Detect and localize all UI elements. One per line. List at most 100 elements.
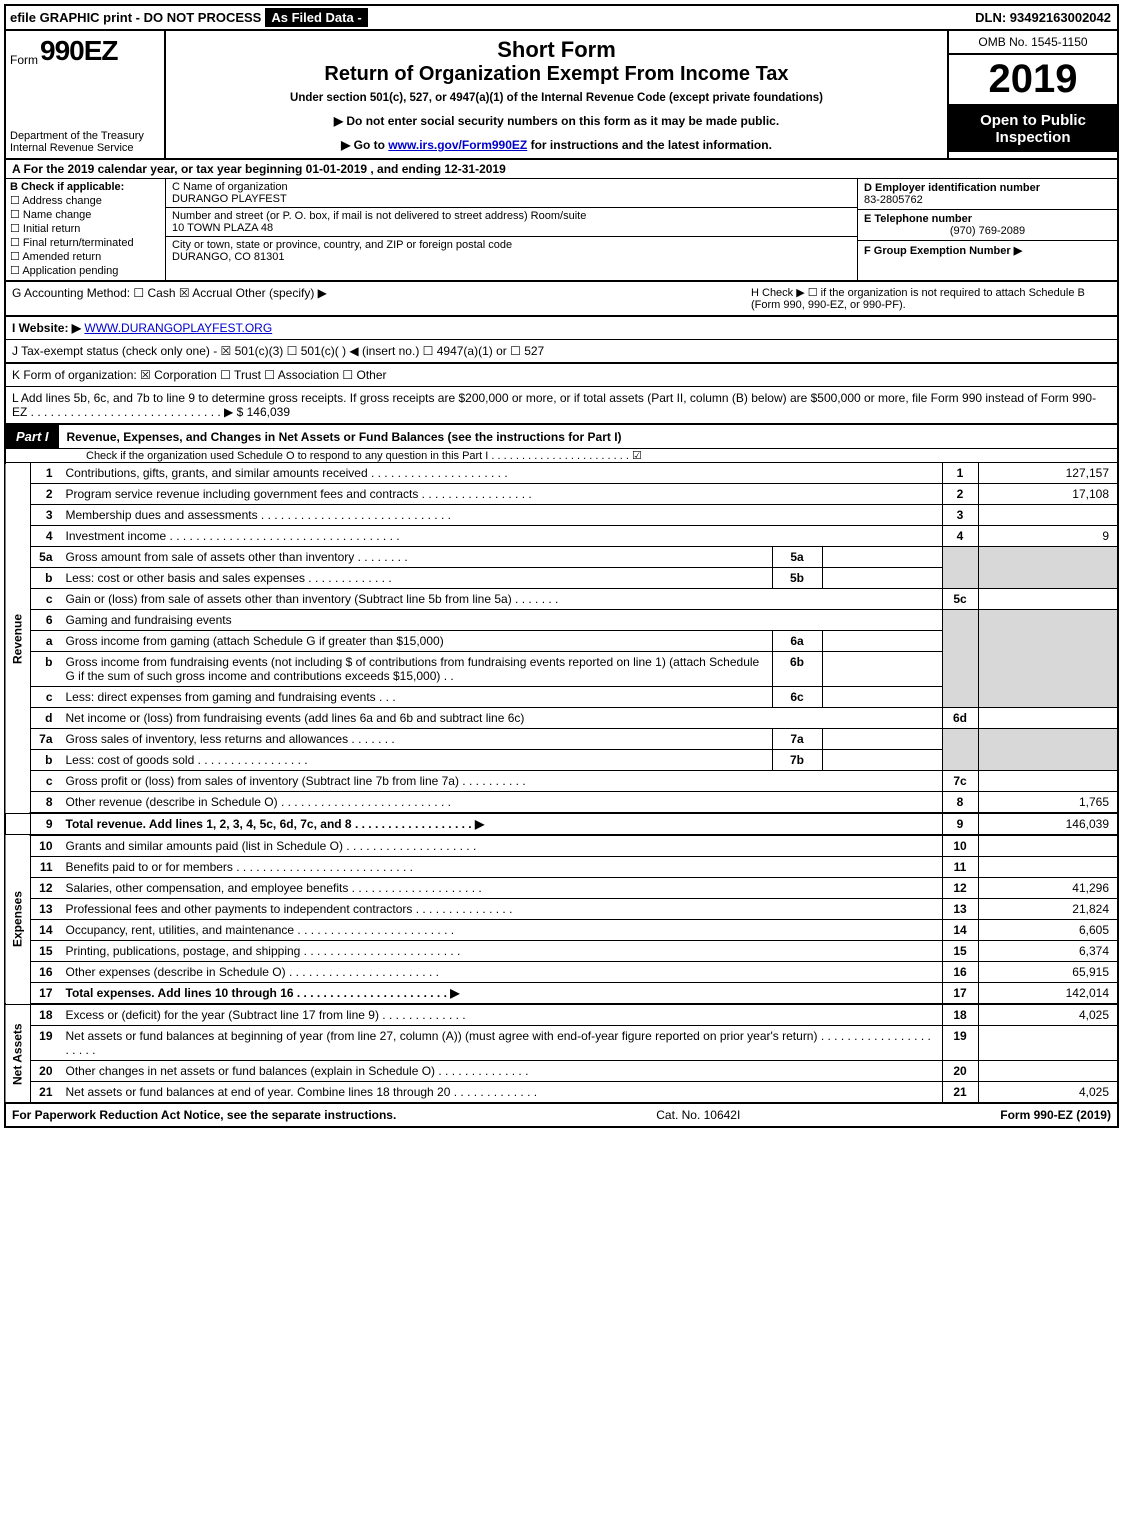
goto-post: for instructions and the latest informat… (527, 138, 772, 152)
box-19: 19 (942, 1026, 978, 1061)
dln: DLN: 93492163002042 (969, 8, 1117, 27)
section-b-c-d: B Check if applicable: ☐ Address change … (4, 179, 1119, 282)
street-label: Number and street (or P. O. box, if mail… (172, 210, 851, 222)
footer-left: For Paperwork Reduction Act Notice, see … (12, 1108, 396, 1122)
ival-6a (822, 631, 942, 652)
ln-8: 8 (31, 792, 61, 814)
line-l: L Add lines 5b, 6c, and 7b to line 9 to … (4, 387, 1119, 425)
c-label: C Name of organization (172, 181, 851, 193)
cb-address: ☐ Address change (10, 194, 161, 207)
ln-2: 2 (31, 484, 61, 505)
val-5c (978, 589, 1118, 610)
footer-mid: Cat. No. 10642I (656, 1108, 740, 1122)
city: DURANGO, CO 81301 (172, 251, 851, 263)
ival-6b (822, 652, 942, 687)
val-9: 146,039 (978, 813, 1118, 835)
box-3: 3 (942, 505, 978, 526)
ln-18: 18 (31, 1004, 61, 1026)
box-16: 16 (942, 962, 978, 983)
cb-final: ☐ Final return/terminated (10, 236, 161, 249)
irs-link[interactable]: www.irs.gov/Form990EZ (388, 138, 527, 152)
part1-header: Part I Revenue, Expenses, and Changes in… (4, 425, 1119, 449)
desc-18: Excess or (deficit) for the year (Subtra… (61, 1004, 943, 1026)
desc-6: Gaming and fundraising events (61, 610, 943, 631)
ln-21: 21 (31, 1082, 61, 1104)
street: 10 TOWN PLAZA 48 (172, 222, 851, 234)
box-13: 13 (942, 899, 978, 920)
part1-sub: Check if the organization used Schedule … (4, 449, 1119, 463)
d-block: D Employer identification number 83-2805… (858, 179, 1117, 210)
cb-initial: ☐ Initial return (10, 222, 161, 235)
ival-6c (822, 687, 942, 708)
desc-12: Salaries, other compensation, and employ… (61, 878, 943, 899)
ln-11: 11 (31, 857, 61, 878)
desc-19: Net assets or fund balances at beginning… (61, 1026, 943, 1061)
side-expenses: Expenses (5, 835, 31, 1004)
return-title: Return of Organization Exempt From Incom… (172, 63, 941, 86)
ln-17: 17 (31, 983, 61, 1005)
box-12: 12 (942, 878, 978, 899)
b-title: B Check if applicable: (10, 181, 161, 193)
val-21: 4,025 (978, 1082, 1118, 1104)
desc-16: Other expenses (describe in Schedule O) … (61, 962, 943, 983)
val-7c (978, 771, 1118, 792)
ln-13: 13 (31, 899, 61, 920)
ln-6b: b (31, 652, 61, 687)
box-20: 20 (942, 1061, 978, 1082)
ln-16: 16 (31, 962, 61, 983)
desc-3: Membership dues and assessments . . . . … (61, 505, 943, 526)
ln-10: 10 (31, 835, 61, 857)
box-21: 21 (942, 1082, 978, 1104)
box-2: 2 (942, 484, 978, 505)
tax-year: 2019 (949, 55, 1117, 106)
city-label: City or town, state or province, country… (172, 239, 851, 251)
efile-text: efile GRAPHIC print - DO NOT PROCESS (10, 10, 261, 25)
ibox-6a: 6a (772, 631, 822, 652)
i-label: I Website: ▶ (12, 321, 81, 335)
ln-1: 1 (31, 463, 61, 484)
desc-13: Professional fees and other payments to … (61, 899, 943, 920)
line-i: I Website: ▶ WWW.DURANGOPLAYFEST.ORG (4, 317, 1119, 340)
desc-5a: Gross amount from sale of assets other t… (61, 547, 773, 568)
department: Department of the Treasury Internal Reve… (10, 130, 160, 154)
short-form: Short Form (172, 37, 941, 63)
desc-15: Printing, publications, postage, and shi… (61, 941, 943, 962)
phone-value: (970) 769-2089 (864, 225, 1111, 237)
website-link[interactable]: WWW.DURANGOPLAYFEST.ORG (84, 321, 272, 335)
f-label: F Group Exemption Number ▶ (864, 245, 1022, 257)
footer-right: Form 990-EZ (2019) (1000, 1108, 1111, 1122)
top-bar: efile GRAPHIC print - DO NOT PROCESS As … (4, 4, 1119, 31)
ibox-6b: 6b (772, 652, 822, 687)
desc-6c: Less: direct expenses from gaming and fu… (61, 687, 773, 708)
val-6d (978, 708, 1118, 729)
open-inspection: Open to Public Inspection (949, 106, 1117, 152)
box-8: 8 (942, 792, 978, 814)
line-a: A For the 2019 calendar year, or tax yea… (4, 160, 1119, 179)
city-block: City or town, state or province, country… (166, 237, 857, 265)
box-18: 18 (942, 1004, 978, 1026)
ival-7b (822, 750, 942, 771)
val-10 (978, 835, 1118, 857)
section-d-e-f: D Employer identification number 83-2805… (857, 179, 1117, 280)
f-block: F Group Exemption Number ▶ (858, 241, 1117, 260)
line-g-h: G Accounting Method: ☐ Cash ☒ Accrual Ot… (4, 282, 1119, 317)
ln-7a: 7a (31, 729, 61, 750)
desc-17: Total expenses. Add lines 10 through 16 … (61, 983, 943, 1005)
under-section: Under section 501(c), 527, or 4947(a)(1)… (172, 92, 941, 104)
grey-7 (942, 729, 978, 771)
form-990ez: 990EZ (40, 35, 118, 67)
ssn-warning: ▶ Do not enter social security numbers o… (172, 114, 941, 128)
header-right: OMB No. 1545-1150 2019 Open to Public In… (947, 31, 1117, 158)
cb-initial-label: Initial return (23, 223, 80, 235)
desc-6b: Gross income from fundraising events (no… (61, 652, 773, 687)
side-rev-end (5, 813, 31, 835)
val-4: 9 (978, 526, 1118, 547)
desc-14: Occupancy, rent, utilities, and maintena… (61, 920, 943, 941)
side-netassets: Net Assets (5, 1004, 31, 1103)
street-block: Number and street (or P. O. box, if mail… (166, 208, 857, 237)
g-accounting: G Accounting Method: ☐ Cash ☒ Accrual Ot… (12, 286, 327, 311)
ibox-6c: 6c (772, 687, 822, 708)
desc-1: Contributions, gifts, grants, and simila… (61, 463, 943, 484)
desc-5b: Less: cost or other basis and sales expe… (61, 568, 773, 589)
box-1: 1 (942, 463, 978, 484)
